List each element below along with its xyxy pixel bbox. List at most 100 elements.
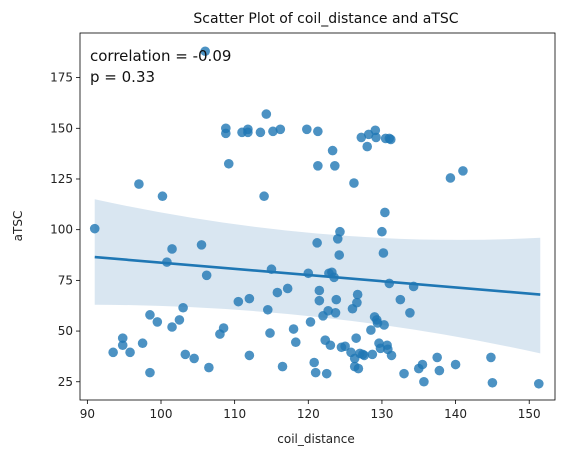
plot-frame (79, 32, 556, 401)
data-point (370, 125, 381, 136)
data-point (243, 127, 253, 138)
data-point (305, 317, 316, 327)
data-point (174, 315, 185, 325)
data-point (134, 179, 144, 189)
data-point (200, 46, 210, 57)
data-point (399, 368, 409, 379)
x-tick-label: 90 (80, 407, 95, 421)
x-tick-label: 120 (297, 407, 320, 421)
data-point (352, 289, 363, 300)
data-point (277, 361, 288, 372)
data-point (458, 166, 468, 176)
data-point (108, 347, 118, 358)
data-point (259, 191, 269, 202)
data-point (331, 294, 342, 305)
chart-title: Scatter Plot of coil_distance and aTSC (193, 11, 458, 27)
data-point (125, 347, 135, 358)
data-point (137, 338, 148, 349)
data-point (145, 310, 155, 320)
data-point (432, 352, 442, 363)
points-layer (89, 46, 544, 389)
data-point (244, 350, 255, 361)
x-axis: 90 100 110 120 130 140 150 (80, 400, 541, 421)
x-tick-label: 110 (223, 407, 246, 421)
y-tick-label: 25 (58, 375, 73, 389)
data-point (288, 324, 299, 334)
data-point (89, 223, 100, 234)
data-point (378, 248, 389, 258)
y-tick-label: 100 (50, 223, 73, 237)
data-point (330, 161, 340, 171)
data-point (303, 268, 314, 279)
data-point (353, 363, 364, 374)
data-point (218, 323, 229, 333)
correlation-annotation: correlation = -0.09 (90, 47, 231, 65)
data-point (244, 293, 255, 304)
data-point (434, 365, 445, 376)
data-point (157, 191, 168, 202)
data-point (233, 296, 244, 307)
data-point (201, 270, 212, 281)
data-point (380, 207, 390, 218)
regression-line (94, 255, 541, 296)
data-point (533, 378, 544, 389)
data-point (334, 250, 345, 260)
data-point (309, 357, 319, 368)
data-point (450, 359, 461, 370)
data-point (352, 297, 362, 308)
data-point (312, 238, 322, 248)
data-point (117, 340, 128, 351)
x-axis-label: coil_distance (277, 432, 354, 446)
x-tick-label: 130 (370, 407, 393, 421)
data-point (314, 295, 325, 306)
data-point (486, 352, 496, 363)
x-tick-label: 100 (150, 407, 173, 421)
data-point (282, 283, 293, 294)
data-point (275, 124, 286, 135)
data-point (487, 377, 498, 388)
y-axis-label: aTSC (11, 211, 25, 242)
data-point (323, 305, 333, 316)
data-point (335, 226, 345, 237)
data-point (386, 350, 397, 361)
data-point (366, 325, 376, 335)
data-point (325, 340, 336, 351)
data-point (340, 341, 350, 352)
data-point (349, 178, 359, 188)
x-tick-label: 140 (444, 407, 467, 421)
data-point (180, 349, 191, 360)
data-point (405, 308, 415, 318)
data-point (272, 287, 283, 298)
data-point (321, 368, 332, 379)
data-point (167, 322, 177, 332)
data-point (385, 134, 396, 145)
data-point (377, 226, 387, 237)
data-point (356, 132, 367, 143)
data-point (302, 124, 312, 135)
data-point (255, 127, 266, 138)
y-tick-label: 75 (58, 273, 73, 287)
data-point (359, 350, 370, 361)
data-point (117, 333, 128, 343)
data-point (221, 128, 231, 139)
data-point (419, 376, 429, 387)
p-value-annotation: p = 0.33 (90, 68, 155, 86)
data-point (362, 141, 373, 152)
data-point (313, 126, 323, 137)
data-point (445, 173, 456, 183)
data-point (196, 240, 207, 250)
y-tick-label: 50 (58, 324, 73, 338)
data-point (189, 353, 199, 364)
data-point (314, 285, 325, 296)
y-tick-label: 125 (50, 172, 73, 186)
data-point (327, 145, 338, 156)
plot-area (89, 46, 544, 389)
data-point (145, 367, 155, 378)
data-point (371, 132, 381, 143)
data-point (261, 109, 272, 119)
data-point (204, 362, 214, 373)
data-point (395, 294, 406, 305)
y-tick-label: 150 (50, 121, 73, 135)
x-tick-label: 150 (518, 407, 541, 421)
